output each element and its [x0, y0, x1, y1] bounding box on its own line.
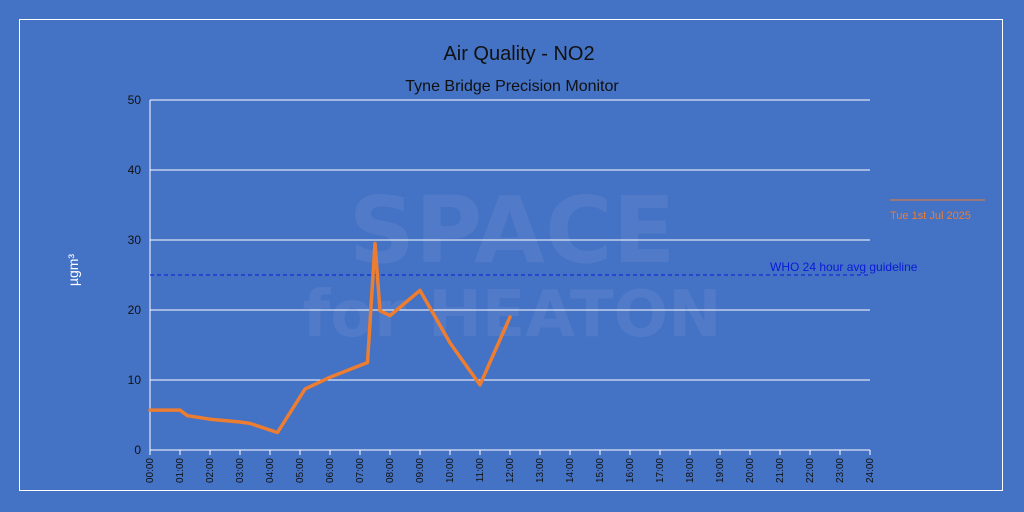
data-point — [187, 415, 188, 417]
chart-subtitle: Tyne Bridge Precision Monitor — [405, 78, 619, 95]
y-tick-label: 10 — [128, 373, 142, 387]
reference-line-label: WHO 24 hour avg guideline — [770, 260, 918, 274]
x-tick-label: 13:00 — [535, 458, 546, 483]
reference-line-group: WHO 24 hour avg guideline — [150, 260, 918, 276]
data-point — [367, 362, 368, 363]
x-tick-label: 21:00 — [775, 458, 786, 483]
x-tick-label: 23:00 — [835, 458, 846, 483]
data-point — [509, 316, 511, 318]
data-point — [379, 310, 381, 312]
data-point — [209, 418, 211, 420]
data-point — [329, 376, 331, 378]
x-tick-label: 24:00 — [865, 458, 876, 483]
x-tick-label: 14:00 — [565, 458, 576, 483]
x-tick-label: 00:00 — [145, 458, 156, 483]
x-tick-label: 07:00 — [355, 458, 366, 483]
legend-entry-label: Tue 1st Jul 2025 — [890, 210, 971, 222]
data-point — [239, 421, 241, 423]
x-tick-label: 11:00 — [475, 458, 486, 483]
y-axis-label: µgm³ — [65, 254, 81, 287]
x-tick-label: 16:00 — [625, 458, 636, 483]
x-tick-label: 01:00 — [175, 458, 186, 483]
data-point — [389, 315, 391, 317]
data-point — [419, 289, 421, 291]
data-point — [479, 384, 481, 386]
watermark-line1: SPACE — [349, 177, 676, 284]
x-tick-label: 19:00 — [715, 458, 726, 483]
x-tick-label: 08:00 — [385, 458, 396, 483]
y-tick-label: 30 — [128, 233, 142, 247]
x-tick-label: 22:00 — [805, 458, 816, 483]
y-axis-ticks: 0 10 20 30 40 50 — [128, 93, 142, 457]
x-axis-ticks: 00:00 01:00 02:00 03:00 04:00 05:00 06:00 07:00… — [145, 450, 876, 483]
y-tick-label: 20 — [128, 303, 142, 317]
chart-title: Air Quality - NO2 — [443, 43, 594, 65]
x-tick-label: 06:00 — [325, 458, 336, 483]
y-tick-label: 40 — [128, 163, 142, 177]
data-point — [149, 409, 151, 411]
x-tick-label: 03:00 — [235, 458, 246, 483]
data-point — [179, 409, 181, 411]
watermark-logo: SPACE for HEATON — [302, 177, 721, 352]
data-point — [249, 422, 251, 424]
legend: Tue 1st Jul 2025 — [890, 199, 985, 222]
watermark-line2: for HEATON — [302, 278, 721, 352]
x-tick-label: 09:00 — [415, 458, 426, 483]
x-tick-label: 10:00 — [445, 458, 456, 483]
y-tick-label: 50 — [128, 93, 142, 107]
x-tick-label: 02:00 — [205, 458, 216, 483]
x-tick-label: 17:00 — [655, 458, 666, 483]
x-tick-label: 05:00 — [295, 458, 306, 483]
data-point — [449, 342, 451, 344]
data-point — [304, 388, 306, 390]
series-group — [148, 241, 512, 435]
x-tick-label: 20:00 — [745, 458, 756, 483]
x-tick-label: 15:00 — [595, 458, 606, 483]
chart-frame — [19, 19, 1003, 491]
data-point — [374, 243, 376, 244]
x-tick-label: 18:00 — [685, 458, 696, 483]
x-tick-label: 04:00 — [265, 458, 276, 483]
data-point — [277, 432, 278, 433]
x-tick-label: 12:00 — [505, 458, 516, 483]
y-tick-label: 0 — [134, 443, 141, 457]
